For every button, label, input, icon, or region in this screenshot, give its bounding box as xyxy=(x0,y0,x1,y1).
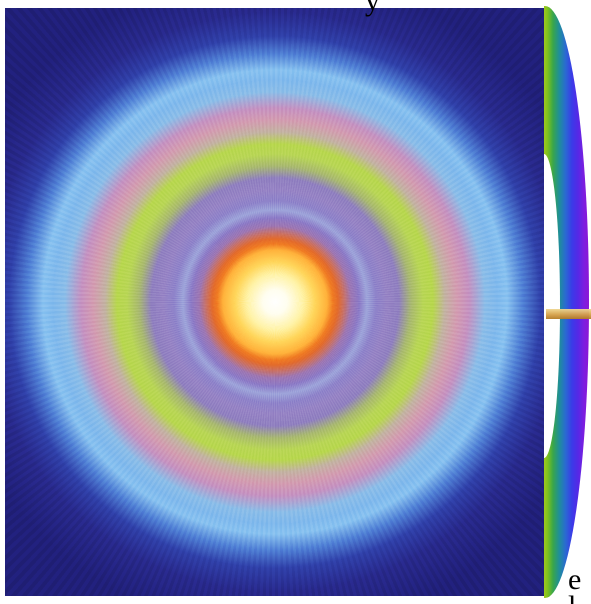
bottom-right-text-fragment: e xyxy=(568,563,582,596)
spectrum-crescent xyxy=(544,6,589,598)
crescent-cutout xyxy=(544,154,560,458)
bottom-tail-text-fragment: l xyxy=(568,592,576,604)
light-beam xyxy=(546,309,591,319)
rainbow-halo-image xyxy=(5,8,545,596)
